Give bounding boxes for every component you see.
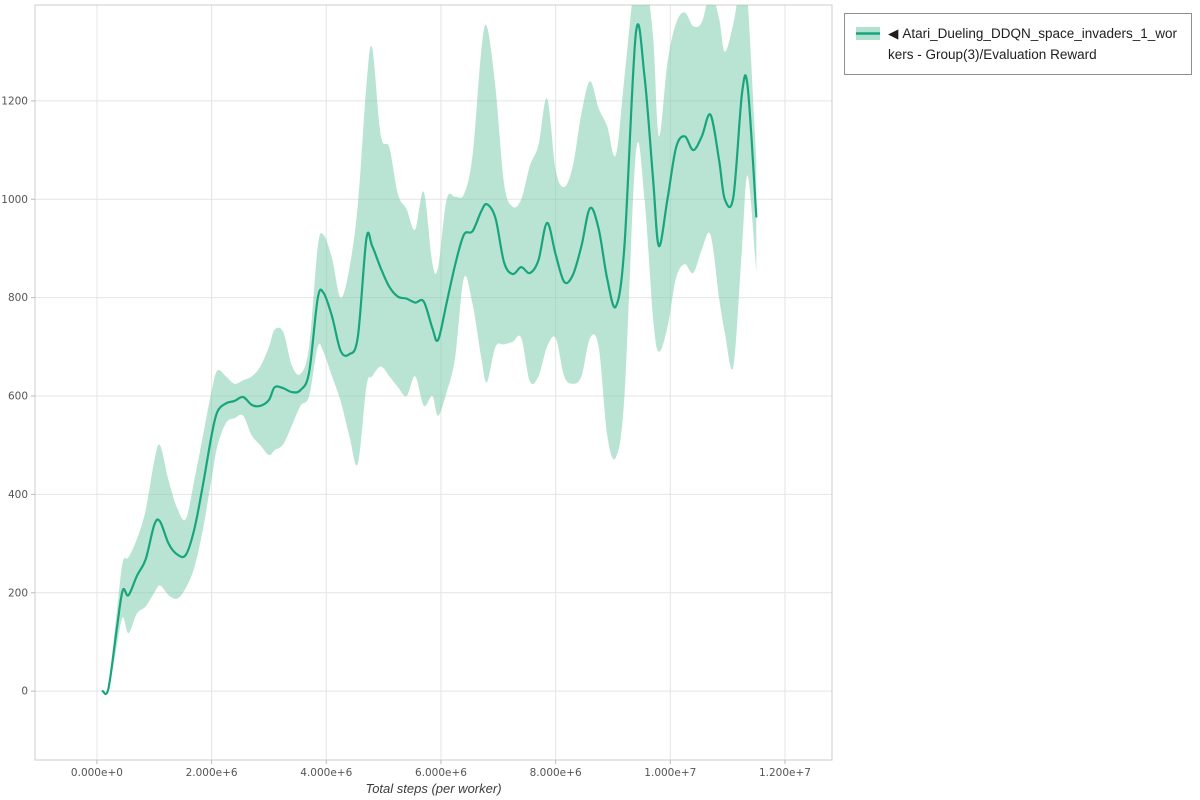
svg-text:6.000e+6: 6.000e+6 <box>415 767 467 779</box>
x-axis-title: Total steps (per worker) <box>365 781 502 796</box>
svg-text:1200: 1200 <box>1 95 28 107</box>
legend-item[interactable]: ◀ Atari_Dueling_DDQN_space_invaders_1_wor… <box>844 13 1192 75</box>
legend-series-name: Atari_Dueling_DDQN_space_invaders_1_work… <box>888 26 1178 62</box>
svg-text:8.000e+6: 8.000e+6 <box>530 767 582 779</box>
svg-text:0.000e+0: 0.000e+0 <box>71 767 123 779</box>
svg-text:400: 400 <box>8 489 28 501</box>
legend-label: ◀ Atari_Dueling_DDQN_space_invaders_1_wor… <box>888 23 1180 65</box>
svg-text:800: 800 <box>8 292 28 304</box>
svg-text:200: 200 <box>8 587 28 599</box>
legend-swatch-icon <box>856 27 880 40</box>
svg-text:1.000e+7: 1.000e+7 <box>644 767 696 779</box>
svg-text:1.200e+7: 1.200e+7 <box>759 767 811 779</box>
svg-text:0: 0 <box>21 686 28 698</box>
svg-text:4.000e+6: 4.000e+6 <box>300 767 352 779</box>
svg-text:2.000e+6: 2.000e+6 <box>186 767 238 779</box>
svg-text:1000: 1000 <box>1 194 28 206</box>
legend-collapse-icon: ◀ <box>888 26 899 41</box>
svg-text:600: 600 <box>8 391 28 403</box>
